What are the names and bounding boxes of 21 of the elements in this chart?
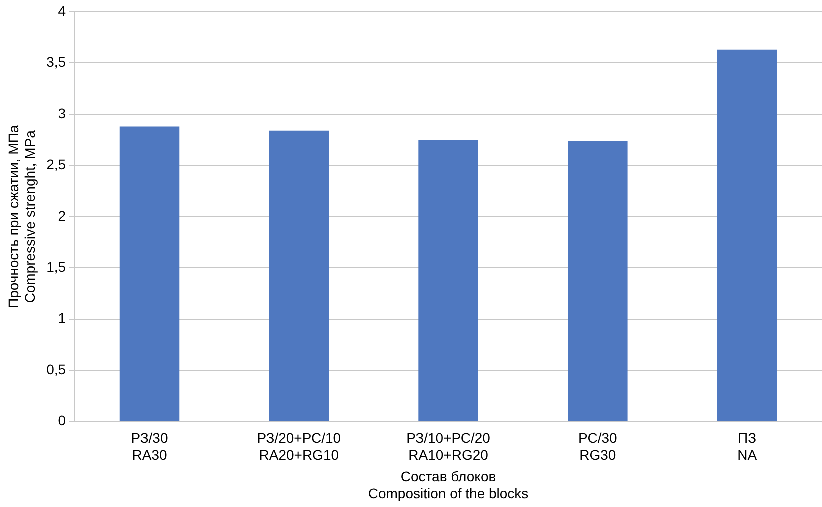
y-tick-label: 2,5	[46, 156, 66, 173]
x-tick-label: РЗ/30 RA30	[131, 430, 168, 463]
x-tick-label: РС/30 RG30	[578, 430, 618, 463]
x-tick-label: ПЗ NA	[738, 430, 758, 463]
y-tick-label: 0,5	[46, 361, 66, 378]
bar	[269, 130, 330, 422]
y-tick-label: 2	[58, 208, 66, 224]
y-tick-label: 4	[58, 2, 66, 19]
y-tick-label: 1,5	[46, 258, 66, 275]
bar	[418, 140, 478, 422]
x-tick-label: РЗ/20+РС/10 RA20+RG10	[257, 430, 342, 463]
bar	[120, 126, 180, 422]
x-axis-title: Состав блоков Composition of the blocks	[368, 468, 529, 502]
y-tick-label: 1	[58, 310, 66, 326]
bar	[717, 50, 778, 422]
y-tick-label: 0	[58, 412, 66, 429]
y-tick-label: 3	[58, 105, 66, 122]
bar	[568, 141, 628, 422]
y-axis-title: Прочность при сжатии, МПа Compressive strenght, MPa	[5, 125, 38, 308]
x-tick-label: РЗ/10+РС/20 RA10+RG20	[406, 430, 491, 463]
y-tick-label: 3,5	[46, 54, 66, 70]
